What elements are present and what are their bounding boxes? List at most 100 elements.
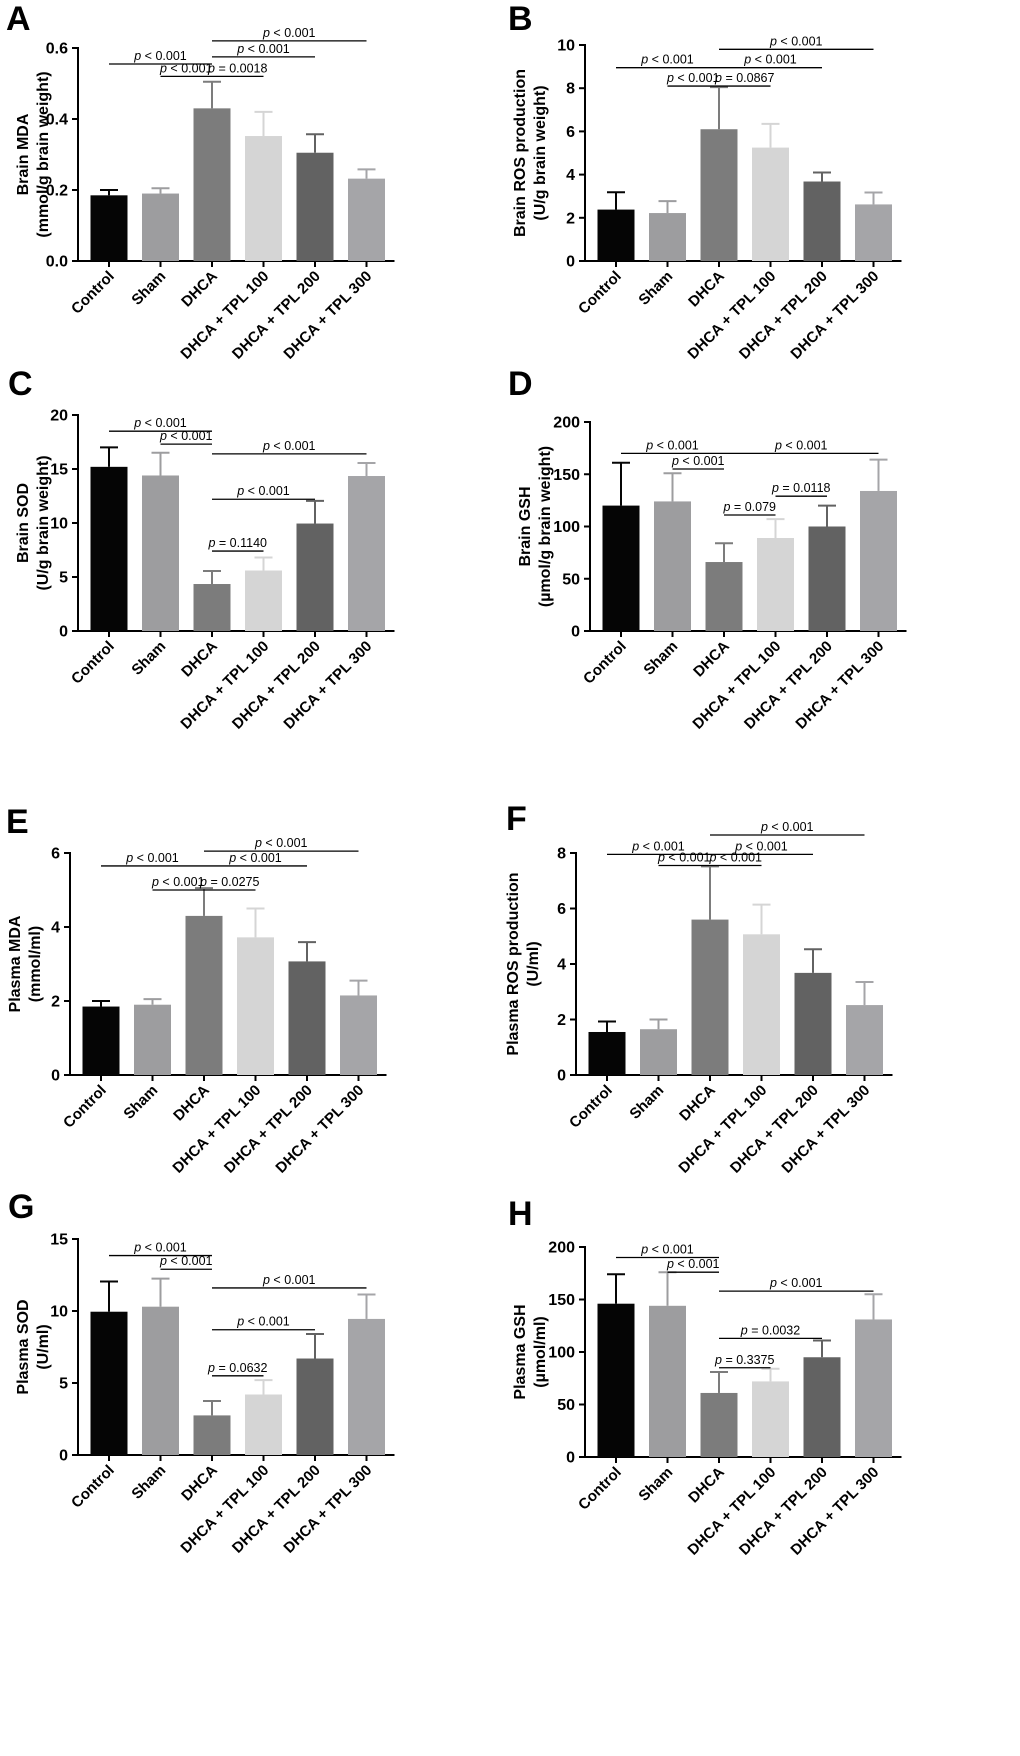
y-tick-label: 0 <box>557 1068 566 1085</box>
p-value-label: p < 0.001 <box>666 71 720 85</box>
y-tick-label: 200 <box>553 415 580 432</box>
bar <box>757 537 794 631</box>
bar <box>185 915 223 1075</box>
category-label: DHCA + TPL 100 <box>689 638 784 733</box>
category-label: DHCA <box>178 1462 221 1505</box>
panel-letter: B <box>508 0 533 38</box>
bar <box>193 584 231 631</box>
p-value-label: p < 0.001 <box>236 484 290 498</box>
y-tick-label: 5 <box>59 570 68 587</box>
p-value-label: p < 0.001 <box>236 1315 290 1329</box>
bar <box>90 1311 128 1455</box>
bar <box>640 1029 677 1075</box>
y-axis-label: Brain ROS production <box>512 69 529 237</box>
bar <box>296 152 334 261</box>
category-label: Sham <box>128 638 169 679</box>
p-value-label: p < 0.001 <box>769 34 823 48</box>
bar <box>82 1006 120 1075</box>
chart-panel-b: B Brain ROS production (U/g brain weight) 0… <box>508 0 902 363</box>
y-tick-label: 4 <box>566 167 575 184</box>
p-value-label: p < 0.001 <box>262 1273 316 1287</box>
category-label: Sham <box>128 268 169 309</box>
bar <box>803 1357 841 1457</box>
y-tick-label: 8 <box>557 846 566 863</box>
y-axis-label: (mmol/g brain weight) <box>35 71 52 237</box>
panel-letter: C <box>8 365 33 403</box>
y-axis-label: Plasma ROS production <box>505 872 522 1055</box>
category-label: DHCA + TPL 300 <box>280 268 375 363</box>
category-label: DHCA + TPL 200 <box>221 1082 316 1177</box>
bar <box>743 934 780 1075</box>
category-label: DHCA + TPL 200 <box>736 1464 831 1559</box>
bar <box>193 1415 231 1455</box>
category-label: DHCA + TPL 300 <box>787 1464 882 1559</box>
p-value-label: p < 0.001 <box>262 26 316 40</box>
category-label: DHCA + TPL 100 <box>684 268 779 363</box>
y-axis-label: Brain MDA <box>15 113 32 195</box>
category-label: DHCA + TPL 100 <box>177 268 272 363</box>
category-label: DHCA + TPL 300 <box>778 1082 873 1177</box>
category-label: DHCA + TPL 200 <box>741 638 836 733</box>
y-tick-label: 20 <box>50 408 68 425</box>
p-value-label: p < 0.001 <box>254 836 308 850</box>
bar <box>691 919 729 1075</box>
bar <box>649 213 686 261</box>
bar <box>588 1031 626 1075</box>
y-tick-label: 8 <box>566 81 575 98</box>
y-tick-label: 0 <box>59 1448 68 1465</box>
bar <box>808 526 846 631</box>
bar <box>597 209 635 261</box>
chart-panel-h: H Plasma GSH (µmol/ml) 0 50 100 150 200 Control S… <box>508 1195 902 1559</box>
p-value-label: p < 0.001 <box>133 1241 187 1255</box>
bar <box>752 1381 789 1457</box>
y-axis-label: (µmol/g brain weight) <box>537 446 554 607</box>
y-tick-label: 150 <box>548 1292 575 1309</box>
p-value-label: p = 0.0118 <box>771 481 831 495</box>
y-tick-label: 50 <box>557 1397 575 1414</box>
category-label: Control <box>68 268 118 318</box>
y-tick-label: 200 <box>548 1240 575 1257</box>
y-tick-label: 0 <box>571 624 580 641</box>
bar <box>649 1305 686 1457</box>
p-value-label: p = 0.3375 <box>714 1353 774 1367</box>
y-tick-label: 0.0 <box>46 254 68 271</box>
bar <box>700 1392 738 1457</box>
bar <box>803 181 841 261</box>
category-label: Control <box>60 1082 110 1132</box>
p-value-label: p < 0.001 <box>671 454 725 468</box>
category-label: Control <box>580 638 630 688</box>
p-value-label: p < 0.001 <box>645 438 699 452</box>
p-value-label: p < 0.001 <box>125 851 179 865</box>
bar <box>855 204 892 261</box>
panel-letter: G <box>8 1188 34 1226</box>
p-value-label: p < 0.001 <box>151 875 205 889</box>
y-axis-label: (U/g brain weight) <box>532 85 549 220</box>
y-axis-label: Brain GSH <box>517 486 534 566</box>
bar <box>705 562 743 631</box>
p-value-label: p < 0.001 <box>774 438 828 452</box>
bar <box>134 1004 171 1075</box>
p-value-label: p < 0.001 <box>631 839 685 853</box>
category-label: DHCA + TPL 200 <box>736 268 831 363</box>
bar <box>90 466 128 631</box>
y-tick-label: 6 <box>566 124 575 141</box>
bar <box>245 136 282 261</box>
p-value-label: p < 0.001 <box>760 820 814 834</box>
bar <box>846 1005 883 1075</box>
bar <box>752 147 789 261</box>
y-tick-label: 0.2 <box>46 183 68 200</box>
y-axis-label: Brain SOD <box>15 483 32 563</box>
p-value-label: p = 0.1140 <box>207 536 267 550</box>
y-tick-label: 15 <box>50 1232 68 1249</box>
category-label: DHCA <box>178 268 221 311</box>
bar <box>602 505 640 631</box>
p-value-label: p = 0.079 <box>723 500 777 514</box>
y-tick-label: 0 <box>566 254 575 271</box>
bar <box>288 961 326 1075</box>
chart-panel-d: D Brain GSH (µmol/g brain weight) 0 50 100 150… <box>508 365 907 733</box>
bar <box>142 1306 179 1455</box>
p-value-label: p = 0.0018 <box>207 61 267 75</box>
